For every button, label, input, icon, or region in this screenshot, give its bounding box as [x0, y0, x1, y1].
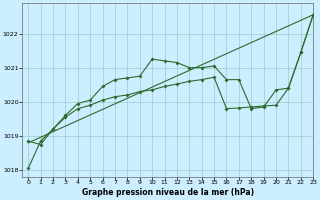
- X-axis label: Graphe pression niveau de la mer (hPa): Graphe pression niveau de la mer (hPa): [82, 188, 254, 197]
